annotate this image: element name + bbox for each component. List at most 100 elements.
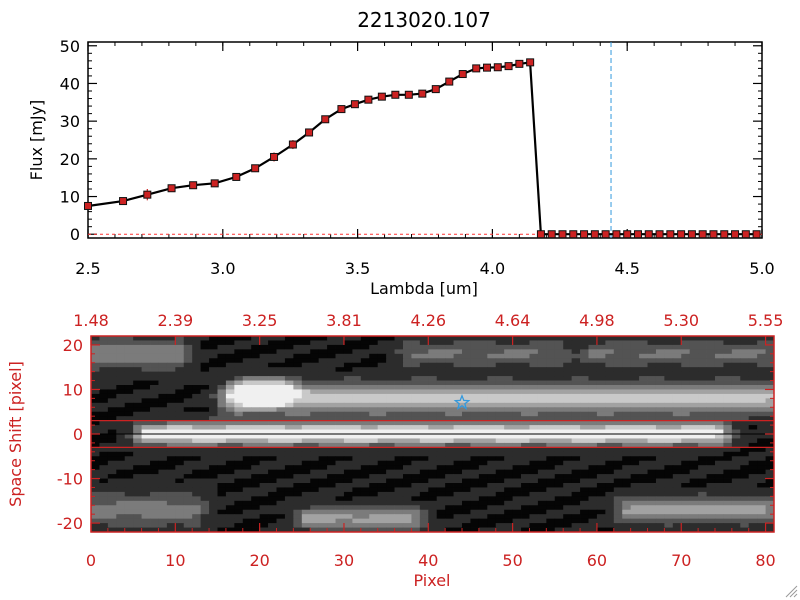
image-pixel [706,349,716,355]
image-pixel [107,500,117,506]
image-pixel [343,385,353,390]
image-pixel [681,465,691,471]
image-pixel [740,460,750,466]
image-pixel [352,509,362,515]
image-pixel [689,434,699,439]
image-pixel [183,434,193,439]
image-pixel [301,336,311,341]
image-pixel [554,500,564,506]
image-pixel [293,353,303,359]
image-pixel [639,336,648,341]
image-pixel [234,407,244,413]
image-pixel [268,496,277,502]
image-pixel [411,438,421,444]
image-pixel [268,349,277,355]
image-pixel [436,460,446,466]
image-pixel [453,514,463,520]
image-pixel [681,407,691,413]
image-pixel [664,478,674,484]
image-pixel [698,380,707,386]
image-pixel [251,380,261,386]
image-pixel [268,456,277,462]
image-pixel [419,425,429,430]
image-pixel [571,465,581,471]
data-point [526,58,535,67]
image-pixel [310,402,320,408]
image-pixel [470,447,480,453]
image-pixel [605,442,615,448]
data-point [232,172,241,181]
image-pixel [655,344,665,350]
image-pixel [183,340,193,346]
image-pixel [655,469,665,475]
image-pixel [234,438,244,444]
image-pixel [487,483,497,488]
image-pixel [394,349,404,355]
image-pixel [689,509,699,515]
image-pixel [284,411,294,417]
image-pixel [757,429,766,435]
image-pixel [335,505,345,511]
image-pixel [301,411,311,417]
image-pixel [546,487,556,493]
image-pixel [672,353,682,359]
image-pixel [757,523,766,528]
image-pixel [740,429,750,435]
image-pixel [200,416,210,422]
image-pixel [411,505,421,511]
image-pixel [554,451,564,457]
image-pixel [192,491,202,497]
image-pixel [672,518,682,524]
image-pixel [124,402,134,408]
image-pixel [639,523,648,528]
image-pixel [537,429,547,435]
image-pixel [225,451,235,457]
image-pixel [681,487,691,493]
image-pixel [672,358,682,364]
image-pixel [613,460,623,466]
image-pixel [698,344,707,350]
image-pixel [470,344,480,350]
data-point [391,90,400,99]
image-pixel [141,429,151,435]
image-pixel [217,518,227,524]
image-pixel [714,367,724,373]
image-pixel [512,434,522,439]
image-pixel [360,438,370,444]
image-pixel [740,398,750,404]
image-pixel [301,402,311,408]
resize-grip-icon[interactable] [784,584,798,598]
image-pixel [664,451,674,457]
image-pixel [369,407,379,413]
image-pixel [470,358,480,364]
image-pixel [495,367,505,373]
image-pixel [209,371,218,377]
image-pixel [664,434,674,439]
image-pixel [116,514,126,520]
image-pixel [175,505,185,511]
image-pixel [242,487,252,493]
image-pixel [242,434,252,439]
image-pixel [150,420,159,426]
image-pixel [731,527,741,533]
image-pixel [529,349,539,355]
image-pixel [672,407,682,413]
image-pixel [495,474,505,479]
x-tick-label: 70 [671,551,691,570]
image-pixel [622,336,632,341]
image-pixel [630,442,640,448]
image-pixel [672,447,682,453]
image-pixel [99,496,109,502]
image-pixel [529,434,539,439]
image-pixel [664,456,674,462]
image-pixel [335,371,345,377]
image-pixel [166,353,176,359]
image-pixel [470,416,480,422]
image-pixel [563,349,573,355]
image-pixel [234,344,244,350]
image-pixel [276,447,286,453]
image-pixel [166,456,176,462]
image-pixel [765,358,775,364]
image-pixel [327,491,336,497]
image-pixel [116,474,126,479]
